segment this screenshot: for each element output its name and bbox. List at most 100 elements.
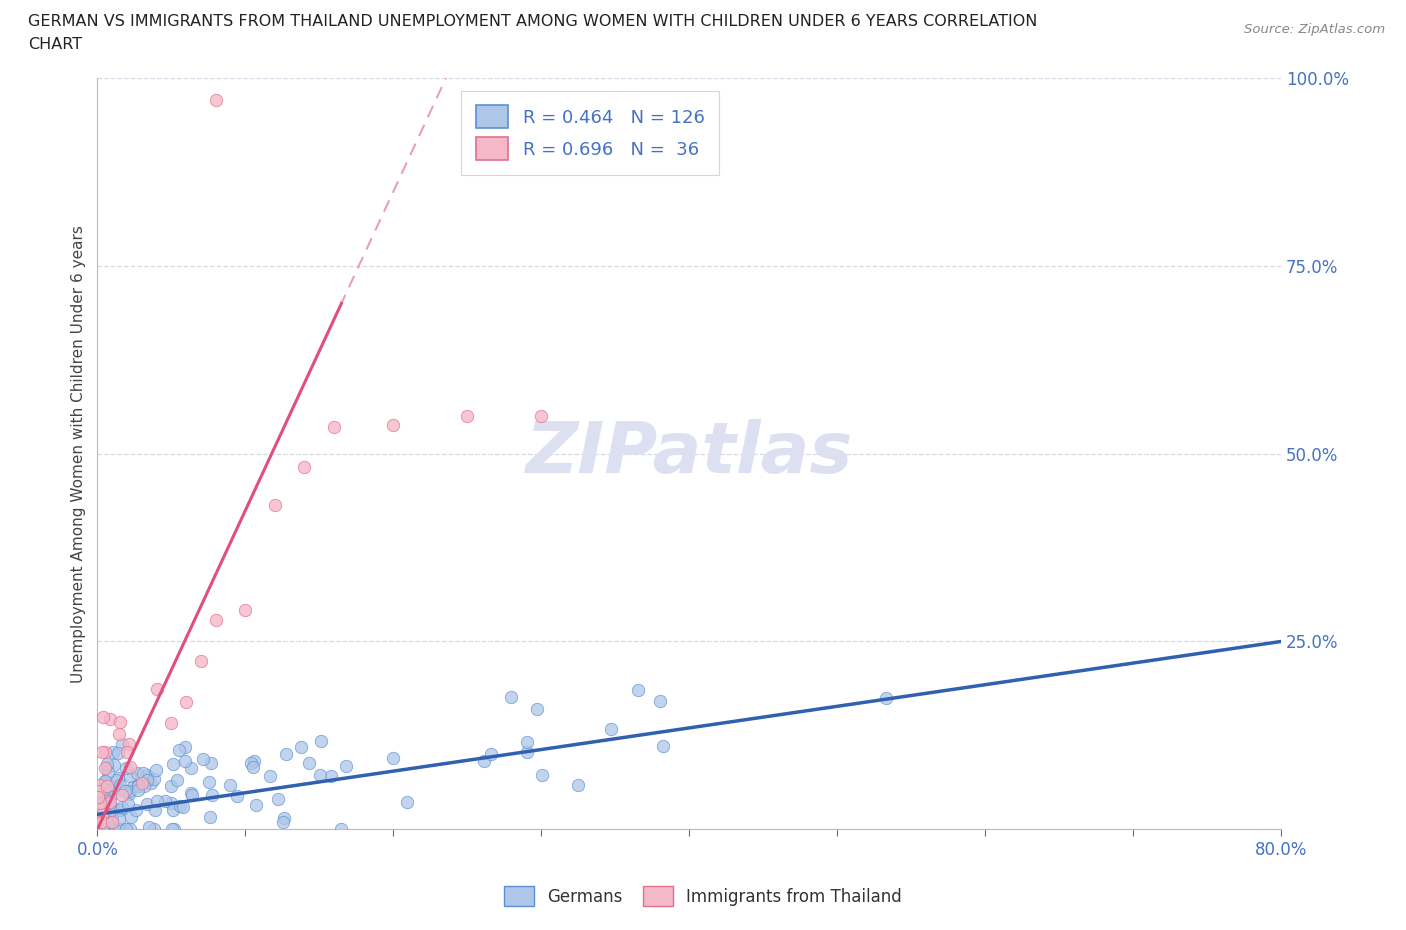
Point	[89, 777, 111, 792]
Point	[111, 787, 134, 802]
Point	[190, 653, 212, 668]
Point	[107, 746, 129, 761]
Point	[114, 821, 136, 836]
Point	[135, 773, 157, 788]
Point	[98, 790, 121, 804]
Point	[91, 710, 114, 724]
Point	[105, 821, 128, 836]
Point	[526, 702, 548, 717]
Point	[290, 740, 312, 755]
Point	[274, 747, 297, 762]
Point	[135, 797, 157, 812]
Point	[103, 758, 125, 773]
Point	[143, 803, 166, 817]
Point	[120, 810, 142, 825]
Point	[242, 760, 264, 775]
Point	[600, 722, 623, 737]
Point	[91, 821, 114, 836]
Point	[114, 760, 136, 775]
Point	[107, 771, 129, 786]
Point	[90, 821, 112, 836]
Point	[110, 782, 132, 797]
Point	[159, 795, 181, 810]
Point	[141, 776, 163, 790]
Point	[132, 778, 155, 793]
Point	[225, 788, 247, 803]
Point	[103, 804, 125, 819]
Point	[169, 798, 191, 813]
Point	[103, 804, 125, 818]
Point	[93, 821, 115, 836]
Point	[97, 796, 120, 811]
Point	[264, 498, 287, 512]
Point	[298, 756, 321, 771]
Point	[516, 734, 538, 749]
Point	[108, 803, 131, 817]
Point	[142, 772, 165, 787]
Point	[91, 815, 114, 830]
Point	[162, 803, 184, 817]
Point	[118, 784, 141, 799]
Point	[122, 779, 145, 794]
Point	[472, 753, 495, 768]
Point	[101, 745, 124, 760]
Point	[96, 760, 118, 775]
Point	[166, 772, 188, 787]
Point	[93, 800, 115, 815]
Point	[155, 793, 177, 808]
Point	[108, 821, 131, 836]
Point	[501, 690, 523, 705]
Point	[180, 788, 202, 803]
Point	[96, 780, 118, 795]
Point	[86, 790, 108, 804]
Point	[395, 794, 418, 809]
Point	[96, 756, 118, 771]
Point	[91, 806, 114, 821]
Point	[530, 768, 553, 783]
Point	[191, 751, 214, 766]
Point	[89, 795, 111, 810]
Point	[162, 756, 184, 771]
Text: Source: ZipAtlas.com: Source: ZipAtlas.com	[1244, 23, 1385, 36]
Point	[180, 786, 202, 801]
Point	[174, 740, 197, 755]
Point	[200, 809, 222, 824]
Point	[101, 815, 124, 830]
Point	[98, 795, 121, 810]
Point	[96, 787, 118, 802]
Point	[138, 819, 160, 834]
Point	[159, 778, 181, 793]
Point	[87, 784, 110, 799]
Point	[136, 767, 159, 782]
Point	[530, 408, 553, 423]
Point	[131, 776, 153, 790]
Point	[94, 791, 117, 806]
Point	[89, 797, 111, 812]
Text: ZIPatlas: ZIPatlas	[526, 419, 853, 488]
Point	[309, 733, 332, 748]
Point	[111, 737, 134, 751]
Point	[335, 758, 357, 773]
Point	[169, 743, 191, 758]
Point	[143, 821, 166, 836]
Point	[111, 800, 134, 815]
Point	[89, 799, 111, 814]
Point	[91, 745, 114, 760]
Point	[259, 769, 281, 784]
Point	[94, 744, 117, 759]
Point	[145, 681, 167, 696]
Point	[271, 815, 294, 830]
Point	[162, 821, 184, 836]
Point	[479, 747, 502, 762]
Point	[875, 690, 897, 705]
Point	[245, 798, 267, 813]
Point	[330, 821, 353, 836]
Legend: Germans, Immigrants from Thailand: Germans, Immigrants from Thailand	[498, 880, 908, 912]
Point	[94, 774, 117, 789]
Point	[204, 93, 226, 108]
Point	[163, 821, 186, 836]
Point	[107, 812, 129, 827]
Point	[93, 817, 115, 832]
Point	[627, 683, 650, 698]
Point	[93, 783, 115, 798]
